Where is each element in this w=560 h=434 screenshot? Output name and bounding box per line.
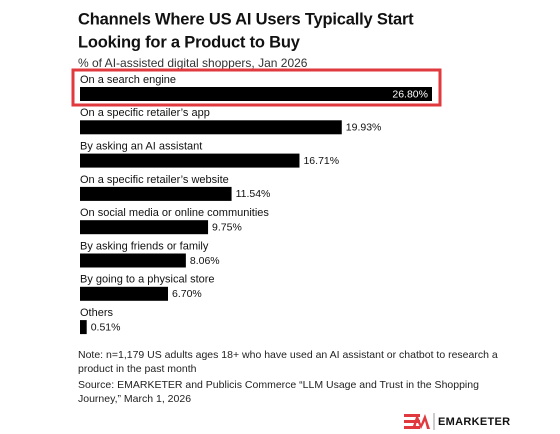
value-label: 11.54%	[236, 188, 271, 200]
category-label: On social media or online communities	[80, 207, 269, 219]
value-label: 8.06%	[190, 255, 220, 267]
category-label: On a specific retailer’s app	[80, 107, 210, 119]
bar	[80, 220, 209, 235]
note: Note: n=1,179 US adults ages 18+ who hav…	[78, 349, 498, 375]
bar	[80, 286, 168, 301]
highlight-box	[71, 68, 442, 107]
chart-title: Looking for a Product to Buy	[78, 33, 301, 51]
value-label: 0.51%	[91, 321, 121, 333]
value-label: 6.70%	[172, 288, 202, 300]
value-label: 16.71%	[303, 155, 339, 167]
bar	[80, 253, 186, 268]
source: Source: EMARKETER and Publicis Commerce …	[78, 379, 479, 405]
category-label: By going to a physical store	[80, 274, 215, 286]
logo-mark	[404, 414, 420, 417]
value-label: 26.80%	[392, 88, 428, 100]
bar	[80, 153, 300, 168]
category-label: By asking an AI assistant	[80, 141, 202, 153]
category-label: On a search engine	[80, 74, 176, 86]
logo-mark	[404, 426, 420, 429]
logo-mark	[412, 414, 430, 429]
value-label: 19.93%	[346, 122, 382, 134]
brand: EMARKETER	[438, 416, 510, 428]
bar	[80, 87, 432, 101]
bar	[80, 186, 232, 201]
category-label: By asking friends or family	[80, 240, 209, 252]
category-label: On a specific retailer’s website	[80, 174, 229, 186]
bar	[80, 320, 87, 335]
bar	[80, 120, 342, 135]
logo-mark	[404, 420, 420, 423]
chart-title: Channels Where US AI Users Typically Sta…	[78, 10, 414, 28]
category-label: Others	[80, 307, 114, 319]
logo: EMARKETER	[404, 413, 510, 430]
chart-subtitle: % of AI-assisted digital shoppers, Jan 2…	[78, 56, 308, 70]
value-label: 9.75%	[212, 221, 242, 233]
